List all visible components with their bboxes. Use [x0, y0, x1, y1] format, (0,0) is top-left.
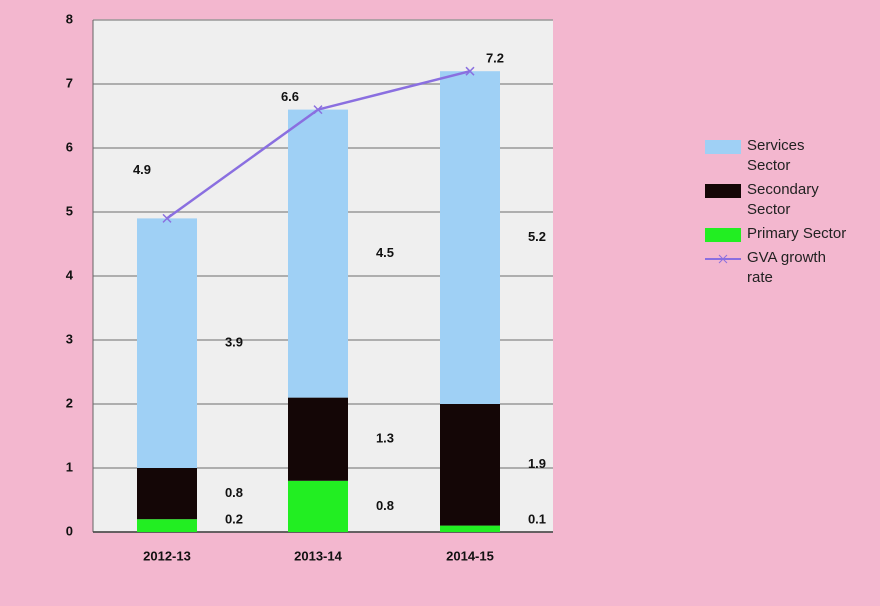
- legend-swatch: [705, 252, 741, 266]
- y-tick-label: 8: [66, 11, 73, 26]
- line-marker: [465, 66, 475, 76]
- x-tick-label: 2012-13: [143, 548, 191, 563]
- data-label: 0.2: [225, 511, 243, 526]
- data-label: 0.8: [225, 485, 243, 500]
- y-tick-label: 7: [66, 75, 73, 90]
- legend-label: Secondary Sector: [747, 181, 819, 218]
- legend-item: GVA growth rate: [705, 248, 865, 288]
- legend-item: Secondary Sector: [705, 180, 865, 220]
- bar-segment: [137, 218, 197, 468]
- y-tick-label: 0: [66, 523, 73, 538]
- data-label: 6.6: [281, 89, 299, 104]
- bar-segment: [440, 71, 500, 404]
- legend: Services Sector Secondary Sector Primary S…: [705, 136, 865, 292]
- legend-line: [705, 254, 741, 264]
- data-label: 3.9: [225, 335, 243, 350]
- x-tick-label: 2013-14: [294, 548, 342, 563]
- y-tick-label: 4: [66, 267, 74, 282]
- data-label: 1.3: [376, 431, 394, 446]
- x-tick-label: 2014-15: [446, 548, 494, 563]
- legend-swatch: [705, 228, 741, 242]
- bar-segment: [288, 109, 348, 398]
- data-label: 0.8: [376, 498, 394, 513]
- bar-segment: [137, 519, 197, 532]
- legend-item: Services Sector: [705, 136, 865, 176]
- line-marker: [162, 213, 172, 223]
- legend-label: GVA growth rate: [747, 249, 826, 286]
- bar-segment: [288, 480, 348, 532]
- data-label: 5.2: [528, 229, 546, 244]
- bar-segment: [440, 404, 500, 526]
- y-tick-label: 2: [66, 395, 73, 410]
- legend-item: Primary Sector: [705, 224, 865, 244]
- legend-swatch: [705, 140, 741, 154]
- y-tick-label: 3: [66, 331, 73, 346]
- data-label: 0.1: [528, 511, 546, 526]
- legend-label: Services Sector: [747, 137, 805, 174]
- data-label: 4.9: [133, 162, 151, 177]
- legend-label: Primary Sector: [747, 225, 847, 242]
- y-tick-label: 5: [66, 203, 73, 218]
- data-label: 1.9: [528, 456, 546, 471]
- bar-segment: [288, 397, 348, 481]
- y-tick-label: 6: [66, 139, 73, 154]
- legend-swatch: [705, 184, 741, 198]
- bar-segment: [137, 468, 197, 520]
- data-label: 7.2: [486, 51, 504, 66]
- bar-segment: [440, 525, 500, 532]
- y-tick-label: 1: [66, 459, 73, 474]
- data-label: 4.5: [376, 245, 394, 260]
- line-marker: [313, 105, 323, 115]
